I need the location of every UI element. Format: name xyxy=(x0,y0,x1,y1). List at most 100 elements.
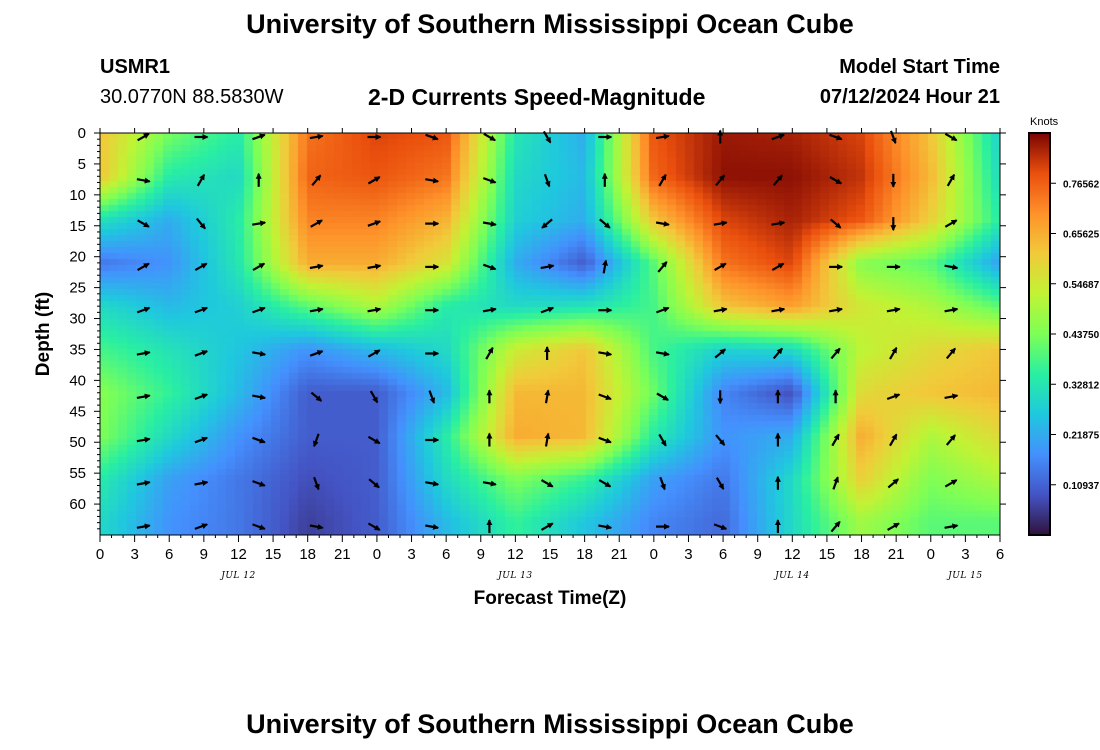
current-vector xyxy=(194,393,209,401)
current-vector xyxy=(482,263,497,271)
current-vector xyxy=(831,433,840,447)
current-vector xyxy=(252,220,267,227)
current-vector xyxy=(656,306,670,314)
current-vector xyxy=(944,479,958,488)
current-vector xyxy=(889,433,898,447)
y-tick-label: 10 xyxy=(69,187,86,204)
x-tick-label: 9 xyxy=(200,546,208,563)
current-vector xyxy=(482,177,497,184)
x-tick-label: 3 xyxy=(684,546,692,563)
current-vector xyxy=(944,264,959,271)
current-vector xyxy=(657,261,668,273)
current-vector xyxy=(598,479,612,488)
current-vector xyxy=(252,306,266,314)
x-tick-label: 6 xyxy=(165,546,173,563)
colorbar xyxy=(1028,132,1051,536)
colorbar-tick-label: 0.54687 xyxy=(1063,280,1100,291)
current-vector xyxy=(713,523,728,530)
current-vector xyxy=(425,133,439,141)
current-vector xyxy=(830,520,841,533)
y-tick-label: 25 xyxy=(69,280,86,297)
current-vector xyxy=(886,393,901,401)
current-vector xyxy=(772,347,783,360)
current-vector xyxy=(311,174,322,187)
current-vector xyxy=(136,523,151,530)
current-vector xyxy=(829,306,843,313)
current-vector xyxy=(309,133,324,140)
current-vector xyxy=(482,220,497,227)
current-vector xyxy=(830,347,841,360)
x-tick-label: 12 xyxy=(230,546,247,563)
x-tick-label: 18 xyxy=(576,546,593,563)
current-vector xyxy=(482,480,497,487)
current-vector xyxy=(252,523,266,530)
heatmap-area xyxy=(100,133,1000,535)
current-vector xyxy=(771,262,785,272)
x-tick-label: 0 xyxy=(927,546,935,563)
current-vector xyxy=(137,132,150,142)
current-vector xyxy=(137,219,150,228)
current-vector xyxy=(889,346,898,360)
current-vector xyxy=(136,306,151,314)
current-vector xyxy=(310,391,323,402)
station-coords: 30.0770N 88.5830W xyxy=(100,86,284,108)
current-vector xyxy=(195,217,206,230)
current-vector xyxy=(832,476,839,490)
current-vector xyxy=(313,433,320,448)
current-vector xyxy=(252,436,266,444)
x-tick-label: 9 xyxy=(754,546,762,563)
date-label: JUL 15 xyxy=(946,571,982,581)
current-vector xyxy=(137,262,150,272)
current-vector xyxy=(367,306,382,313)
current-vector xyxy=(367,435,381,445)
current-vector xyxy=(655,350,670,357)
current-vector xyxy=(369,390,379,404)
current-vector xyxy=(715,434,726,446)
current-vector xyxy=(602,259,609,274)
current-vector xyxy=(313,476,320,491)
current-vector xyxy=(136,393,151,400)
current-vector xyxy=(196,173,206,187)
x-tick-label: 0 xyxy=(96,546,104,563)
current-vector xyxy=(252,394,267,400)
current-vector xyxy=(136,480,151,487)
current-vector xyxy=(771,306,786,313)
current-vector xyxy=(829,176,843,185)
current-vector xyxy=(310,219,323,228)
current-vector xyxy=(309,523,324,530)
current-vector xyxy=(252,133,266,141)
current-vector xyxy=(367,220,382,227)
y-tick-label: 50 xyxy=(69,434,86,451)
y-tick-label: 0 xyxy=(78,125,86,142)
current-vector xyxy=(367,349,381,358)
current-vector xyxy=(485,346,494,360)
colorbar-tick-label: 0.65625 xyxy=(1063,230,1100,241)
current-vector xyxy=(367,176,381,185)
current-vector xyxy=(771,220,786,227)
footer-title: University of Southern Mississippi Ocean… xyxy=(246,709,854,739)
colorbar-ticks: 0.76562 0.65625 0.54687 0.43750 0.32812 0.218… xyxy=(1050,179,1100,492)
current-vector xyxy=(544,432,551,447)
x-tick-label: 0 xyxy=(650,546,658,563)
current-vector xyxy=(598,350,613,357)
x-tick-label: 6 xyxy=(442,546,450,563)
current-vector xyxy=(540,479,554,488)
colorbar-label: Knots xyxy=(1030,116,1059,128)
current-vector xyxy=(194,350,209,357)
plot-title: 2-D Currents Speed-Magnitude xyxy=(368,84,706,110)
speed-heatmap xyxy=(100,133,1000,535)
date-label: JUL 14 xyxy=(773,571,809,581)
current-vector xyxy=(252,480,266,487)
x-tick-label: 18 xyxy=(299,546,316,563)
current-vector xyxy=(655,220,670,227)
current-vectors xyxy=(136,129,959,534)
current-vector xyxy=(309,350,324,357)
x-tick-label: 3 xyxy=(961,546,969,563)
current-vector xyxy=(599,218,611,229)
x-tick-label: 21 xyxy=(888,546,905,563)
current-vector xyxy=(944,306,959,313)
x-tick-label: 6 xyxy=(719,546,727,563)
y-tick-label: 30 xyxy=(69,311,86,328)
current-vector xyxy=(944,393,959,400)
